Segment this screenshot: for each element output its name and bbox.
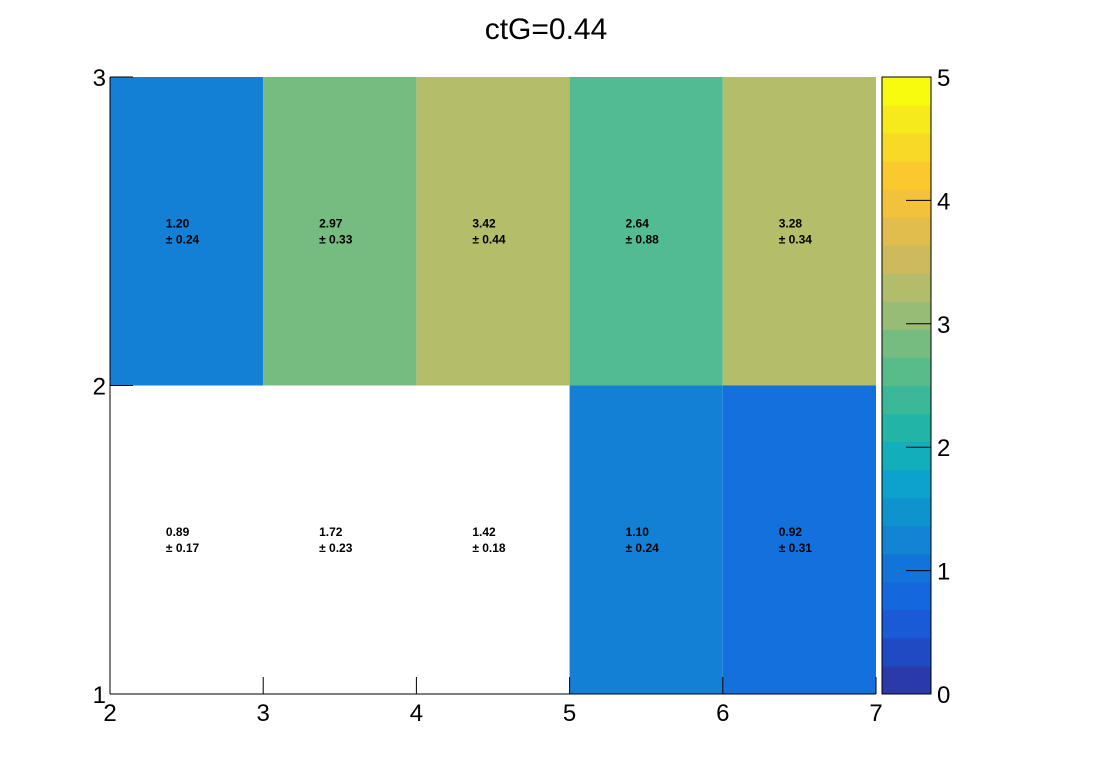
heatmap-cell <box>416 385 570 694</box>
cell-error-label: ± 0.31 <box>779 541 813 555</box>
y-axis: 1 2 3 <box>93 65 133 709</box>
heatmap-cell <box>722 385 876 694</box>
cell-value-label: 1.42 <box>472 525 496 539</box>
cell-error-label: ± 0.18 <box>472 541 506 555</box>
cell-value-label: 0.89 <box>166 525 190 539</box>
colorbar-swatch <box>882 469 931 499</box>
colorbar-swatch <box>882 301 931 330</box>
cell-value-label: 3.42 <box>472 216 496 230</box>
cell-error-label: ± 0.34 <box>779 232 813 246</box>
colorbar-swatch <box>882 553 931 583</box>
heatmap-cell <box>569 77 723 386</box>
cell-labels: 0.89 ± 0.17 1.72 ± 0.23 1.42 ± 0.18 1.10 ± 0.24… <box>166 216 812 555</box>
cell-error-label: ± 0.88 <box>626 232 660 246</box>
colorbar-swatch <box>882 245 931 274</box>
chart-title: ctG=0.44 <box>485 13 608 46</box>
cell-error-label: ± 0.24 <box>626 541 660 555</box>
colorbar-swatch <box>882 273 931 302</box>
heatmap-cell <box>110 77 264 386</box>
colorbar-tick-label: 4 <box>937 188 950 215</box>
colorbar-swatch <box>882 385 931 415</box>
heatmap-cell <box>110 385 264 694</box>
colorbar-tick-label: 5 <box>937 65 950 92</box>
x-tick-label: 4 <box>410 700 423 727</box>
colorbar-swatch <box>882 105 931 134</box>
colorbar-swatch <box>882 217 931 246</box>
colorbar-swatch <box>882 609 931 639</box>
x-tick-label: 5 <box>563 700 576 727</box>
y-tick-label: 2 <box>93 374 106 401</box>
colorbar-swatch <box>882 161 931 190</box>
colorbar-swatch <box>882 189 931 218</box>
cell-value-label: 0.92 <box>779 525 803 539</box>
cell-error-label: ± 0.33 <box>319 232 353 246</box>
heatmap-cell <box>722 77 876 386</box>
colorbar-swatch <box>882 133 931 162</box>
colorbar-tick-label: 3 <box>937 312 950 339</box>
cell-value-label: 1.72 <box>319 525 343 539</box>
colorbar-swatch <box>882 413 931 443</box>
cell-error-label: ± 0.24 <box>166 232 200 246</box>
cell-value-label: 2.97 <box>319 216 343 230</box>
cell-value-label: 1.20 <box>166 216 190 230</box>
colorbar-swatch <box>882 77 931 106</box>
colorbar-swatch <box>882 637 931 667</box>
colorbar: 0 1 2 3 4 5 <box>881 65 950 709</box>
colorbar-tick-label: 0 <box>937 682 950 709</box>
cell-value-label: 3.28 <box>779 216 803 230</box>
colorbar-swatch <box>882 497 931 527</box>
cell-error-label: ± 0.44 <box>472 232 506 246</box>
cell-value-label: 1.10 <box>626 525 650 539</box>
x-tick-label: 2 <box>103 700 116 727</box>
heatmap-cell <box>263 77 417 386</box>
colorbar-swatch <box>882 329 931 358</box>
heatmap-cell <box>569 385 723 694</box>
x-tick-label: 3 <box>257 700 270 727</box>
colorbar-tick-label: 1 <box>937 559 950 586</box>
cell-value-label: 2.64 <box>626 216 650 230</box>
y-tick-label: 1 <box>93 682 106 709</box>
heatmap-cell <box>263 385 417 694</box>
colorbar-tick-label: 2 <box>937 435 950 462</box>
colorbar-swatch <box>882 581 931 611</box>
heatmap-cells <box>110 77 876 694</box>
cell-error-label: ± 0.23 <box>319 541 353 555</box>
x-tick-label: 6 <box>716 700 729 727</box>
x-axis: 2 3 4 5 6 7 <box>103 677 883 727</box>
cell-error-label: ± 0.17 <box>166 541 200 555</box>
colorbar-swatch <box>882 665 931 695</box>
colorbar-swatch <box>882 525 931 555</box>
heatmap-cell <box>416 77 570 386</box>
y-tick-label: 3 <box>93 65 106 92</box>
colorbar-swatch <box>882 441 931 471</box>
x-tick-label: 7 <box>869 700 882 727</box>
colorbar-swatch <box>882 357 931 386</box>
